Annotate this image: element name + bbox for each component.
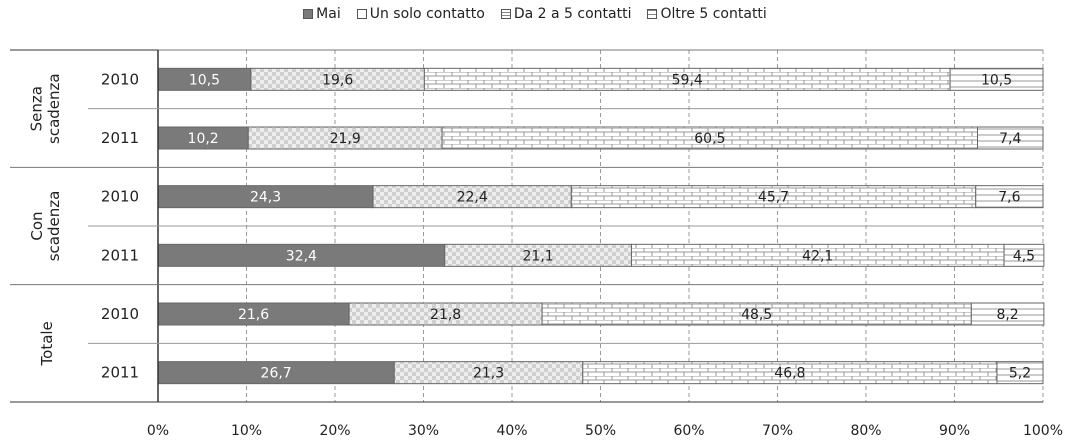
- data-label: 10,5: [981, 72, 1012, 88]
- legend-label-oltre-5-contatti: Oltre 5 contatti: [660, 6, 767, 22]
- group-label: Conscadenza: [28, 191, 63, 262]
- data-label: 59,4: [672, 72, 703, 88]
- x-tick-label: 50%: [585, 423, 616, 439]
- x-tick-label: 10%: [231, 423, 262, 439]
- data-label: 10,5: [189, 72, 220, 88]
- year-label: 2010: [101, 188, 139, 206]
- x-tick-label: 0%: [147, 423, 169, 439]
- legend-label-un-solo-contatto: Un solo contatto: [369, 6, 485, 22]
- data-label: 26,7: [261, 366, 292, 382]
- x-tick-label: 20%: [319, 423, 350, 439]
- bar-segment: [970, 302, 1045, 326]
- bar-segment: [949, 67, 1044, 91]
- data-label: 7,4: [999, 131, 1021, 147]
- year-label: 2011: [101, 129, 139, 147]
- group-label: Senzascadenza: [28, 73, 63, 144]
- bar-segment: [1003, 243, 1045, 267]
- legend-item-mai: Mai: [303, 6, 341, 22]
- legend-item-un-solo-contatto: Un solo contatto: [356, 6, 485, 22]
- x-tick-label: 100%: [1023, 423, 1063, 439]
- data-label: 24,3: [250, 190, 281, 206]
- data-label: 4,5: [1013, 248, 1035, 264]
- data-label: 60,5: [694, 131, 725, 147]
- legend-label-mai: Mai: [316, 6, 341, 22]
- x-tick-label: 40%: [496, 423, 527, 439]
- data-label: 21,9: [330, 131, 361, 147]
- axes: 0% 10% 20% 30% 40% 50% 60% 70% 80% 90% 100%: [10, 49, 1063, 439]
- data-label: 22,4: [457, 190, 488, 206]
- bar-segment: [996, 361, 1044, 385]
- data-label: 8,2: [996, 307, 1018, 323]
- legend-label-da-2-a-5-contatti: Da 2 a 5 contatti: [513, 6, 632, 22]
- x-tick-label: 60%: [673, 423, 704, 439]
- data-label: 32,4: [286, 248, 317, 264]
- group-label: Totale: [38, 321, 56, 366]
- data-label: 21,3: [473, 366, 504, 382]
- data-label: 21,1: [523, 248, 554, 264]
- data-label: 42,1: [802, 248, 833, 264]
- legend-swatch-un-solo-contatto: [356, 9, 367, 19]
- data-label: 48,5: [741, 307, 772, 323]
- data-label: 5,2: [1009, 366, 1031, 382]
- legend: Mai Un solo contatto Da 2 a 5 contatti O…: [0, 6, 1070, 22]
- x-tick-label: 70%: [762, 423, 793, 439]
- x-tick-label: 30%: [408, 423, 439, 439]
- legend-swatch-oltre-5-contatti: [647, 9, 658, 19]
- data-label: 10,2: [188, 131, 219, 147]
- year-label: 2011: [101, 364, 139, 382]
- x-tick-label: 80%: [850, 423, 881, 439]
- year-label: 2010: [101, 70, 139, 88]
- labels: Senzascadenza 2010 10,5 19,6 59,4 10,5 2011 10,…: [28, 70, 1035, 381]
- year-label: 2010: [101, 305, 139, 323]
- legend-swatch-mai: [303, 9, 314, 19]
- data-label: 21,8: [430, 307, 461, 323]
- data-label: 21,6: [238, 307, 269, 323]
- bar-segment: [977, 126, 1044, 150]
- year-label: 2011: [101, 246, 139, 264]
- data-label: 45,7: [758, 190, 789, 206]
- data-label: 46,8: [774, 366, 805, 382]
- legend-swatch-da-2-a-5-contatti: [500, 9, 511, 19]
- bar-segment: [975, 185, 1044, 209]
- legend-item-oltre-5-contatti: Oltre 5 contatti: [647, 6, 767, 22]
- legend-item-da-2-a-5-contatti: Da 2 a 5 contatti: [500, 6, 632, 22]
- bars: [157, 67, 1045, 385]
- x-tick-label: 90%: [939, 423, 970, 439]
- data-label: 19,6: [322, 72, 353, 88]
- data-label: 7,6: [998, 190, 1020, 206]
